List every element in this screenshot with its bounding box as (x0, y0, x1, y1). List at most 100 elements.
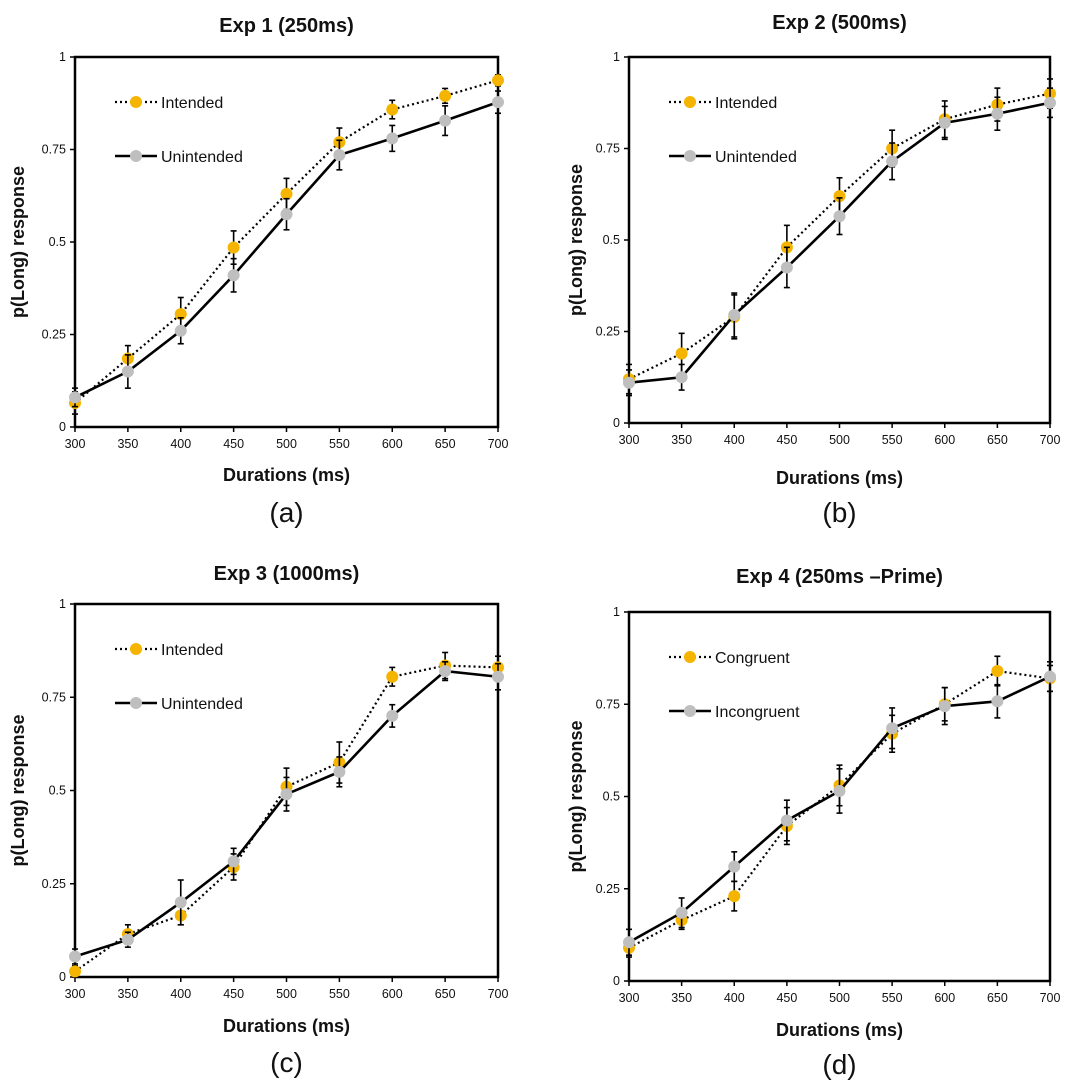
data-point (833, 210, 846, 223)
data-point (780, 261, 793, 274)
x-tick-label: 300 (619, 433, 640, 447)
series-solid (69, 90, 504, 408)
data-point (333, 149, 346, 162)
y-tick-label: 0 (613, 974, 620, 988)
x-tick-label: 350 (117, 437, 138, 451)
chart-title: Exp 2 (500ms) (772, 12, 907, 34)
data-point (728, 309, 741, 322)
x-tick-label: 450 (776, 991, 797, 1005)
data-point (833, 784, 846, 797)
series-line (628, 92, 1051, 381)
chart-panel-4: Exp 4 (250ms –Prime) Durations (ms) p(Long… (566, 566, 1060, 1080)
x-tick-label: 550 (882, 433, 903, 447)
x-tick-label: 500 (276, 987, 297, 1001)
data-point (174, 324, 187, 337)
x-tick-label: 350 (117, 987, 138, 1001)
data-point (780, 814, 793, 827)
plot-frame (627, 55, 1052, 425)
plot-frame (73, 55, 500, 429)
panel-caption: (b) (822, 497, 856, 528)
data-point (991, 107, 1004, 120)
series-line (628, 101, 1051, 385)
x-tick-label: 400 (170, 437, 191, 451)
data-point (280, 187, 293, 200)
y-tick-label: 1 (613, 50, 620, 64)
series-dotted (69, 73, 504, 415)
y-tick-label: 1 (613, 605, 620, 619)
x-tick-label: 450 (223, 987, 244, 1001)
series-line (74, 100, 499, 399)
x-tick-label: 550 (329, 987, 350, 1001)
panel-caption: (c) (270, 1047, 303, 1078)
data-point (492, 74, 504, 87)
data-point (227, 855, 240, 868)
legend-marker (684, 705, 696, 717)
x-tick-label: 400 (724, 991, 745, 1005)
data-point (121, 365, 134, 378)
x-tick-label: 700 (1040, 991, 1061, 1005)
y-tick-label: 0.25 (596, 882, 620, 896)
x-tick-label: 700 (488, 437, 509, 451)
data-point (227, 269, 240, 282)
data-point (386, 709, 399, 722)
data-point (492, 670, 504, 683)
x-axis-label: Durations (ms) (776, 468, 903, 488)
x-axis-label: Durations (ms) (223, 1016, 350, 1036)
y-tick-label: 0.25 (596, 325, 620, 339)
y-tick-label: 0.75 (42, 143, 66, 157)
series-line (74, 664, 499, 973)
series-solid (623, 87, 1056, 397)
data-point (280, 208, 293, 221)
x-tick-label: 400 (170, 987, 191, 1001)
data-point (386, 670, 399, 683)
chart-panel-2: Exp 2 (500ms) Durations (ms) p(Long) respo… (566, 12, 1060, 528)
data-point (174, 896, 187, 909)
legend-label: Intended (715, 95, 777, 112)
y-tick-label: 0.75 (596, 142, 620, 156)
x-tick-label: 550 (882, 991, 903, 1005)
legend-marker (130, 150, 142, 162)
x-tick-label: 500 (276, 437, 297, 451)
legend-marker (684, 150, 696, 162)
data-point (69, 391, 81, 404)
chart-title: Exp 1 (250ms) (219, 15, 354, 37)
data-point (886, 722, 899, 735)
data-point (728, 860, 741, 873)
legend-marker (130, 96, 142, 108)
data-point (280, 788, 293, 801)
panel-caption: (a) (269, 497, 303, 528)
data-point (833, 190, 846, 203)
data-point (728, 890, 741, 903)
data-point (386, 132, 399, 145)
y-axis-label: p(Long) response (566, 721, 586, 873)
y-tick-label: 0 (59, 420, 66, 434)
x-tick-label: 600 (934, 991, 955, 1005)
legend-label: Unintended (161, 696, 243, 713)
chart-panel-3: Exp 3 (1000ms) Durations (ms) p(Long) resp… (8, 563, 508, 1078)
series-solid (69, 661, 504, 965)
data-point (675, 347, 688, 360)
x-tick-label: 300 (65, 437, 86, 451)
data-point (938, 700, 951, 713)
series-dotted (623, 78, 1056, 395)
data-point (439, 89, 452, 102)
y-tick-label: 0.75 (596, 697, 620, 711)
series-line (74, 79, 499, 404)
legend-label: Intended (161, 642, 223, 659)
y-tick-label: 1 (59, 597, 66, 611)
x-tick-label: 600 (934, 433, 955, 447)
y-tick-label: 0.75 (42, 690, 66, 704)
x-tick-label: 650 (987, 433, 1008, 447)
data-point (1044, 96, 1056, 109)
legend-label: Unintended (715, 149, 797, 166)
legend-marker (684, 96, 696, 108)
series-solid (623, 661, 1056, 956)
data-point (886, 155, 899, 168)
x-axis-label: Durations (ms) (223, 465, 350, 485)
x-tick-label: 600 (382, 987, 403, 1001)
y-tick-label: 0.25 (42, 328, 66, 342)
series-line (74, 669, 499, 958)
legend-label: Congruent (715, 650, 790, 667)
chart-panel-1: Exp 1 (250ms) Durations (ms) p(Long) respo… (8, 15, 508, 528)
